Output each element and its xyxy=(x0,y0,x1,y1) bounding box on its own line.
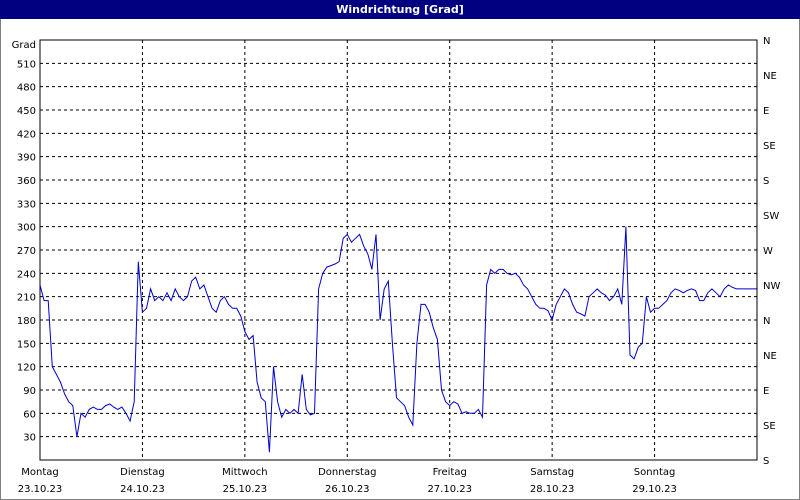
series-layer xyxy=(39,226,757,453)
y-tick-label: 150 xyxy=(17,339,36,350)
x-day-label: Samstag xyxy=(530,467,574,478)
right-axis-label: SW xyxy=(763,211,779,222)
x-day-label: Mittwoch xyxy=(222,467,267,478)
series-line xyxy=(39,226,757,453)
x-day-label: Freitag xyxy=(433,467,467,478)
x-date-label: 25.10.23 xyxy=(223,484,268,495)
y-tick-label: 330 xyxy=(17,199,36,210)
x-day-label: Sonntag xyxy=(634,467,676,478)
y-tick-label: 510 xyxy=(17,59,36,70)
x-day-label: Donnerstag xyxy=(318,467,376,478)
x-day-label: Montag xyxy=(21,467,58,478)
right-axis-label: SE xyxy=(763,141,776,152)
right-axis-label: W xyxy=(763,246,773,257)
right-axis-label: NE xyxy=(763,351,777,362)
y-tick-label: 60 xyxy=(23,409,36,420)
right-axis-label: SE xyxy=(763,421,776,432)
y-tick-label: 420 xyxy=(17,129,36,140)
x-date-label: 24.10.23 xyxy=(120,484,165,495)
right-axis-label: NE xyxy=(763,71,777,82)
right-axis-label: S xyxy=(763,456,769,467)
axis-labels: 30 60 90 120 150 180 210 240 270 300 330 360 390 420 4… xyxy=(12,36,781,495)
right-axis-label: N xyxy=(763,316,770,327)
y-tick-label: 480 xyxy=(17,83,36,94)
x-date-label: 27.10.23 xyxy=(427,484,472,495)
right-axis-label: S xyxy=(763,176,769,187)
y-tick-label: 270 xyxy=(17,246,36,257)
x-date-label: 28.10.23 xyxy=(530,484,575,495)
x-day-label: Dienstag xyxy=(120,467,165,478)
y-tick-label: 450 xyxy=(17,106,36,117)
right-axis-label: N xyxy=(763,36,770,47)
plot-area-border xyxy=(39,39,758,461)
y-tick-label: 180 xyxy=(17,316,36,327)
y-tick-label: 390 xyxy=(17,153,36,164)
y-tick-label: 360 xyxy=(17,176,36,187)
y-tick-label: 240 xyxy=(17,269,36,280)
grid-lines xyxy=(40,40,757,460)
chart-title: Windrichtung [Grad] xyxy=(0,0,800,19)
y-tick-label: 120 xyxy=(17,363,36,374)
x-date-label: 23.10.23 xyxy=(18,484,63,495)
y-axis-title: Grad xyxy=(12,40,36,51)
y-tick-label: 300 xyxy=(17,223,36,234)
y-tick-label: 210 xyxy=(17,293,36,304)
y-tick-label: 30 xyxy=(23,433,36,444)
axes xyxy=(39,39,758,461)
x-date-label: 29.10.23 xyxy=(632,484,677,495)
right-axis-label: NW xyxy=(763,281,780,292)
right-axis-label: E xyxy=(763,386,769,397)
right-axis-label: E xyxy=(763,106,769,117)
y-tick-label: 90 xyxy=(23,386,36,397)
x-date-label: 26.10.23 xyxy=(325,484,370,495)
